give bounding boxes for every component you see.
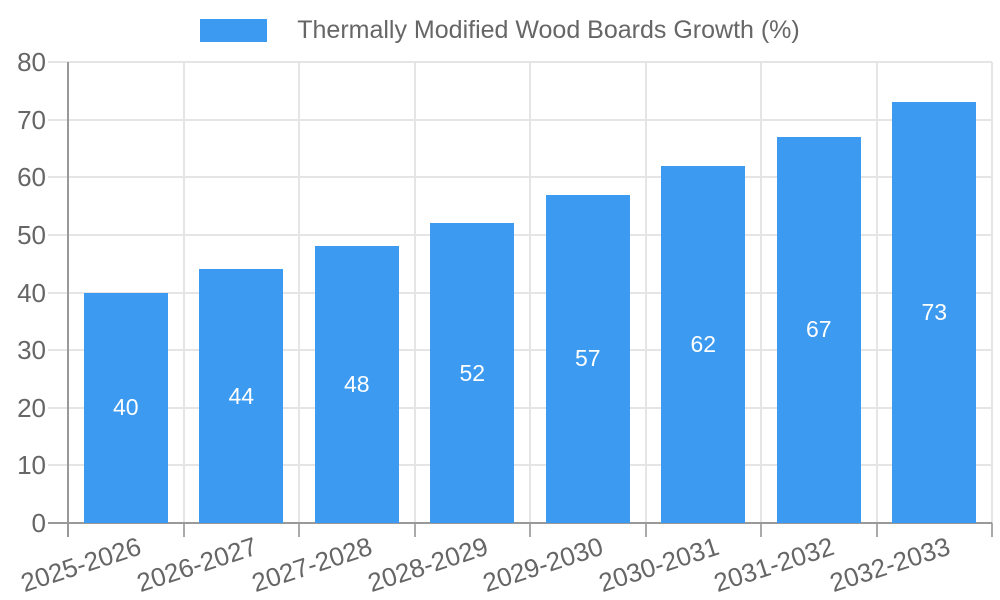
x-tick-label: 2031-2032	[710, 531, 839, 598]
bar[interactable]: 44	[199, 269, 284, 523]
bar-value-label: 73	[921, 299, 948, 326]
x-tick-label: 2030-2031	[594, 531, 723, 598]
x-grid-line	[413, 62, 416, 523]
legend-swatch	[200, 19, 268, 42]
y-tick-label: 10	[17, 450, 46, 481]
y-axis-line	[67, 62, 69, 537]
x-tick-label: 2027-2028	[248, 531, 377, 598]
y-tick-label: 80	[17, 47, 46, 77]
x-grid-line	[529, 62, 531, 523]
y-tick-label: 0	[31, 508, 46, 538]
x-axis-line	[48, 522, 992, 524]
x-axis-tick	[529, 523, 531, 537]
y-tick-label: 70	[17, 104, 46, 135]
x-axis-tick	[644, 523, 647, 537]
x-grid-line	[875, 62, 878, 523]
y-axis-tick	[48, 61, 68, 63]
bar[interactable]: 40	[83, 292, 168, 523]
y-axis-tick	[48, 406, 68, 409]
y-axis-tick	[48, 464, 68, 467]
y-tick-label: 60	[17, 162, 46, 193]
x-grid-line	[991, 62, 993, 523]
x-grid-line	[644, 62, 647, 523]
bar-value-label: 62	[690, 330, 717, 357]
x-grid-line	[298, 62, 300, 523]
y-tick-label: 50	[17, 219, 46, 250]
bar[interactable]: 67	[776, 136, 861, 523]
legend-label: Thermally Modified Wood Boards Growth (%…	[297, 16, 800, 44]
x-axis-tick	[298, 523, 300, 537]
x-grid-line	[182, 62, 185, 523]
y-axis-tick	[48, 291, 68, 294]
bar[interactable]: 52	[430, 223, 515, 523]
x-tick-label: 2025-2026	[17, 531, 146, 598]
y-tick-label: 30	[17, 335, 46, 366]
x-axis-tick	[413, 523, 416, 537]
y-tick-label: 40	[17, 277, 46, 308]
x-axis-tick	[875, 523, 878, 537]
bar-value-label: 57	[574, 345, 601, 372]
bar-value-label: 48	[343, 371, 370, 398]
legend-item[interactable]: Thermally Modified Wood Boards Growth (%…	[0, 16, 1000, 45]
y-axis-tick	[48, 176, 68, 179]
x-tick-label: 2032-2033	[825, 531, 954, 598]
y-axis-tick	[48, 349, 68, 352]
bar-value-label: 40	[112, 394, 139, 421]
x-axis-tick	[760, 523, 762, 537]
bar-value-label: 52	[459, 359, 486, 386]
bar[interactable]: 48	[314, 246, 399, 523]
bar-value-label: 44	[228, 382, 255, 409]
bar[interactable]: 62	[661, 165, 746, 523]
bar-value-label: 67	[805, 316, 832, 343]
x-axis-tick	[182, 523, 185, 537]
bar[interactable]: 57	[545, 194, 630, 523]
y-tick-label: 20	[17, 392, 46, 423]
y-axis-tick	[48, 118, 68, 121]
x-grid-line	[760, 62, 762, 523]
x-tick-label: 2026-2027	[132, 531, 261, 598]
bar[interactable]: 73	[892, 102, 977, 523]
y-axis-tick	[48, 233, 68, 236]
x-tick-label: 2028-2029	[363, 531, 492, 598]
x-tick-label: 2029-2030	[479, 531, 608, 598]
x-axis-tick	[991, 523, 993, 537]
